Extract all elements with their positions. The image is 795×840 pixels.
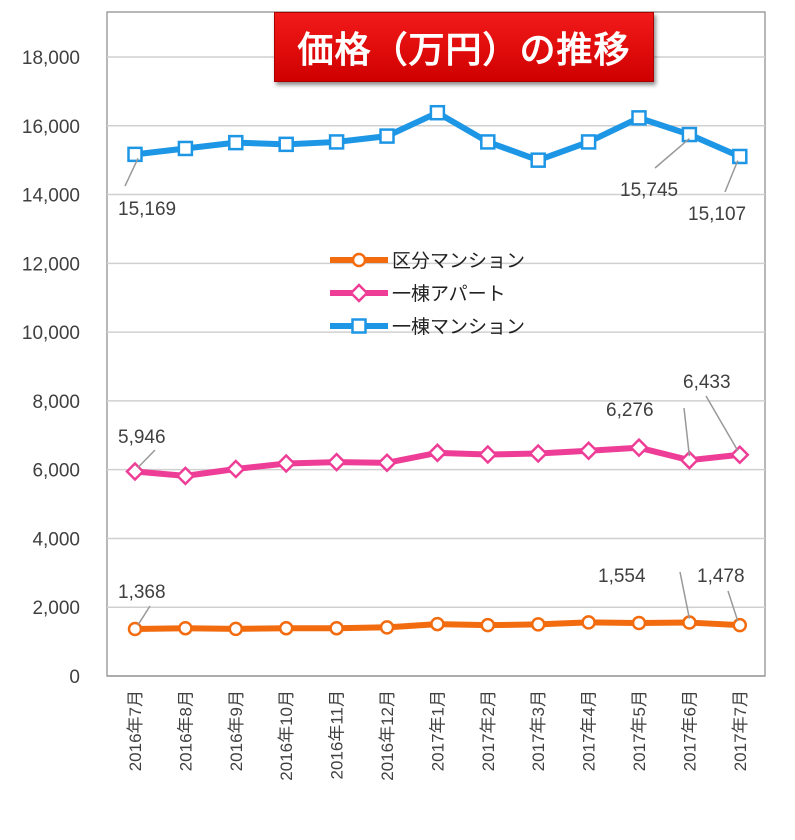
- data-point: [278, 136, 294, 153]
- data-point: [177, 140, 194, 157]
- data-point: [379, 620, 395, 635]
- data-point: [530, 617, 546, 632]
- data-point: [379, 128, 395, 144]
- data-point: [530, 152, 546, 168]
- data-point: [681, 126, 698, 143]
- legend-label: 区分マンション: [392, 250, 525, 272]
- x-tick-label: 2016年8月: [176, 690, 195, 771]
- leader-line: [683, 407, 691, 457]
- x-tick-label: 2017年5月: [630, 690, 649, 771]
- legend-item: 区分マンション: [330, 250, 525, 272]
- x-tick-label: 2017年6月: [680, 690, 699, 771]
- data-point: [578, 440, 599, 461]
- data-point: [679, 450, 700, 470]
- data-point: [127, 621, 143, 637]
- data-point: [478, 444, 498, 465]
- leader-line: [137, 449, 156, 469]
- data-point: [480, 617, 496, 633]
- x-tick-label: 2016年10月: [277, 690, 296, 781]
- legend-item: 一棟アパート: [330, 283, 506, 305]
- data-point: [228, 134, 244, 151]
- x-tick-label: 2017年3月: [529, 690, 548, 771]
- legend-label: 一棟マンション: [392, 316, 525, 338]
- data-label: 15,745: [620, 180, 678, 201]
- data-point: [429, 104, 446, 121]
- legend-marker: [351, 318, 367, 334]
- data-point: [329, 620, 344, 636]
- data-point: [175, 466, 196, 486]
- data-label: 15,169: [118, 199, 176, 220]
- data-label: 5,946: [118, 427, 166, 448]
- y-tick-label: 14,000: [22, 186, 80, 207]
- data-point: [228, 621, 244, 637]
- series-2: 15,169 15,745 15,107: [118, 104, 748, 225]
- data-label: 1,368: [118, 582, 166, 603]
- series-0: 1,368 1,554 1,478: [118, 566, 748, 637]
- data-point: [629, 437, 649, 458]
- leader-line: [654, 137, 690, 169]
- leader-line: [124, 158, 139, 187]
- legend-marker: [351, 252, 367, 268]
- leader-line: [679, 571, 691, 619]
- y-tick-label: 8,000: [32, 392, 80, 413]
- y-tick-label: 6,000: [32, 461, 80, 482]
- data-point: [377, 453, 397, 473]
- chart-title: 価格（万円）の推移: [274, 12, 654, 82]
- x-tick-label: 2017年1月: [428, 690, 447, 771]
- x-tick-label: 2017年4月: [580, 690, 599, 771]
- leader-line: [705, 395, 739, 452]
- leader-line: [137, 605, 151, 626]
- data-point: [178, 620, 193, 636]
- x-tick-label: 2016年11月: [328, 690, 347, 779]
- data-point: [328, 134, 345, 150]
- y-tick-label: 0: [69, 667, 80, 688]
- x-tick-label: 2017年7月: [731, 690, 750, 771]
- data-point: [631, 110, 647, 126]
- x-tick-label: 2016年12月: [378, 690, 397, 781]
- data-point: [127, 146, 143, 163]
- data-point: [732, 148, 748, 165]
- data-point: [430, 616, 445, 632]
- y-tick-label: 18,000: [22, 48, 80, 69]
- data-label: 6,433: [683, 372, 731, 393]
- y-tick-label: 12,000: [22, 254, 80, 275]
- data-point: [581, 615, 596, 630]
- y-tick-label: 16,000: [22, 117, 80, 138]
- data-point: [732, 617, 748, 633]
- x-tick-label: 2017年2月: [479, 690, 498, 771]
- data-point: [580, 134, 597, 150]
- leader-line: [727, 590, 739, 622]
- data-label: 6,276: [606, 400, 654, 421]
- y-tick-label: 10,000: [22, 323, 80, 344]
- y-tick-label: 4,000: [32, 529, 80, 550]
- legend-label: 一棟アパート: [392, 283, 506, 305]
- data-label: 1,554: [598, 566, 646, 587]
- series-1: 5,946 6,276 6,433: [118, 372, 750, 486]
- legend-marker: [349, 283, 369, 303]
- data-point: [528, 443, 548, 464]
- x-tick-label: 2016年9月: [227, 690, 246, 771]
- data-label: 15,107: [688, 204, 746, 225]
- leader-line: [724, 160, 739, 193]
- data-point: [480, 134, 496, 150]
- data-point: [278, 620, 294, 636]
- data-point: [631, 615, 647, 631]
- legend-item: 一棟マンション: [330, 316, 525, 338]
- data-point: [427, 443, 448, 463]
- data-point: [276, 453, 296, 474]
- y-tick-label: 2,000: [32, 598, 80, 619]
- data-point: [226, 459, 246, 479]
- data-label: 1,478: [697, 566, 745, 587]
- x-tick-label: 2016年7月: [126, 690, 145, 771]
- data-point: [326, 452, 347, 472]
- data-point: [730, 445, 750, 465]
- data-point: [125, 461, 145, 482]
